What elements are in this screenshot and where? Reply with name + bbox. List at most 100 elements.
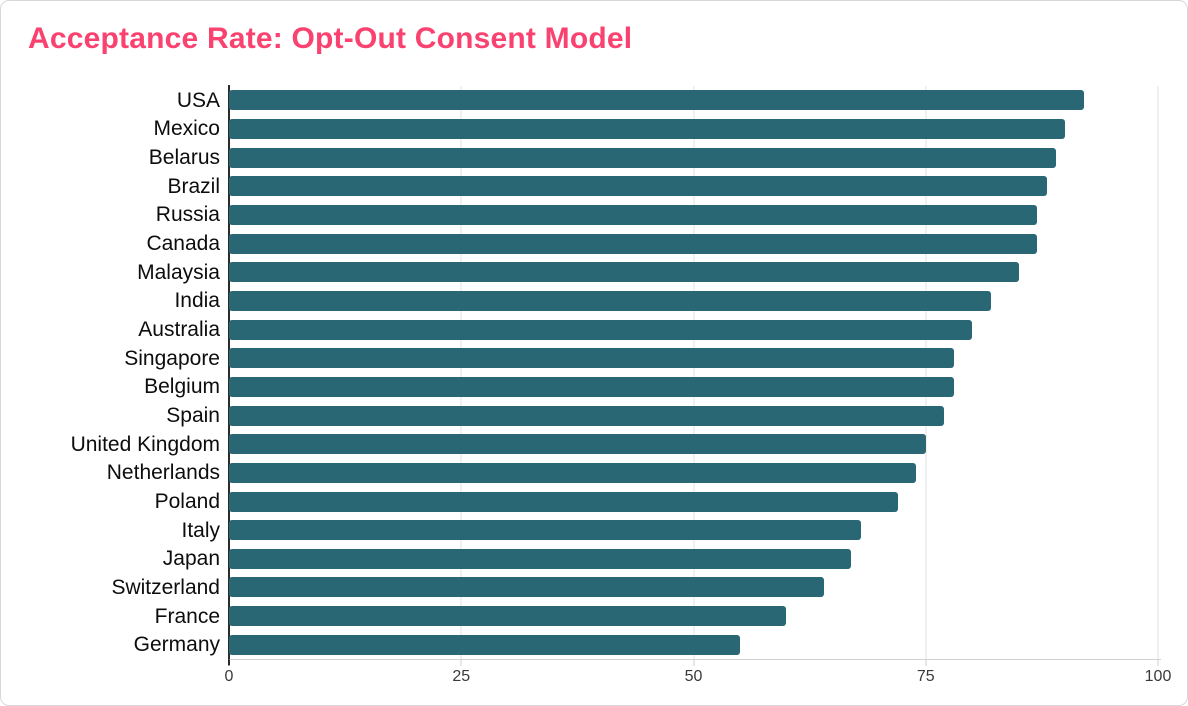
gridline: [1157, 86, 1159, 659]
bar-track: [229, 229, 1158, 258]
chart-row: Italy: [1, 516, 1158, 545]
chart-row: Australia: [1, 315, 1158, 344]
bar-track: [229, 258, 1158, 287]
category-label: Japan: [162, 547, 220, 571]
bar-track: [229, 545, 1158, 574]
category-label: USA: [176, 88, 220, 112]
bar-track: [229, 344, 1158, 373]
chart-row: Poland: [1, 487, 1158, 516]
chart-row: United Kingdom: [1, 430, 1158, 459]
bar: [229, 634, 740, 655]
bar: [229, 462, 917, 483]
bar-track: [229, 86, 1158, 115]
bar: [229, 405, 945, 426]
bar-track: [229, 287, 1158, 316]
chart-row: Singapore: [1, 344, 1158, 373]
bar-track: [229, 315, 1158, 344]
axis-tick: [460, 659, 462, 666]
bar: [229, 548, 852, 569]
category-label: Canada: [146, 232, 220, 256]
bar: [229, 290, 991, 311]
category-label: Mexico: [153, 117, 220, 141]
x-axis-line: [229, 659, 1161, 660]
gridline: [693, 86, 694, 659]
x-axis-labels: 0 25 50 75 100: [225, 668, 1172, 689]
x-tick-label: 25: [452, 668, 471, 685]
gridline: [460, 86, 462, 659]
bar: [229, 348, 954, 369]
category-label: India: [174, 289, 220, 313]
category-label: Switzerland: [111, 575, 220, 599]
bar-track: [229, 516, 1158, 545]
category-label: Belgium: [144, 375, 220, 399]
x-tick-label: 50: [684, 668, 703, 685]
chart-row: Malaysia: [1, 258, 1158, 287]
bar-track: [229, 201, 1158, 230]
bar: [229, 606, 787, 627]
bar-rows: USA Mexico Belarus Brazil Russia Canada Malays…: [1, 86, 1158, 659]
bar: [229, 577, 824, 598]
bar-track: [229, 373, 1158, 402]
plot-area: USA Mexico Belarus Brazil Russia Canada Malays…: [1, 85, 1159, 665]
category-label: United Kingdom: [70, 432, 220, 456]
chart-row: Brazil: [1, 172, 1158, 201]
category-label: Singapore: [124, 346, 220, 370]
gridline: [925, 86, 927, 659]
category-label: Russia: [155, 203, 220, 227]
chart-row: USA: [1, 86, 1158, 115]
axis-tick: [925, 659, 927, 666]
bar-track: [229, 401, 1158, 430]
bar: [229, 233, 1038, 254]
chart-row: Belarus: [1, 143, 1158, 172]
chart-row: India: [1, 287, 1158, 316]
category-label: Netherlands: [106, 461, 220, 485]
bar-track: [229, 630, 1158, 659]
category-label: Italy: [181, 518, 220, 542]
chart-row: Mexico: [1, 115, 1158, 144]
chart-row: Japan: [1, 545, 1158, 574]
category-label: Brazil: [167, 174, 220, 198]
axis-tick: [228, 659, 230, 666]
bar: [229, 520, 861, 541]
bar-track: [229, 487, 1158, 516]
axis-tick: [693, 659, 694, 666]
x-axis-ticks: [228, 659, 1159, 667]
y-axis-line: [228, 85, 230, 665]
bar: [229, 319, 973, 340]
bar-track: [229, 573, 1158, 602]
chart-row: Spain: [1, 401, 1158, 430]
chart-row: Switzerland: [1, 573, 1158, 602]
x-tick-label: 0: [224, 668, 234, 685]
bar: [229, 90, 1084, 111]
chart-row: Germany: [1, 630, 1158, 659]
bar: [229, 147, 1056, 168]
bar-track: [229, 172, 1158, 201]
category-label: Belarus: [148, 146, 220, 170]
x-tick-label: 100: [1144, 668, 1172, 685]
bar: [229, 204, 1038, 225]
bar: [229, 376, 954, 397]
x-tick-label: 75: [916, 668, 935, 685]
category-label: Spain: [166, 404, 220, 428]
category-label: Poland: [154, 490, 220, 514]
bar: [229, 434, 926, 455]
bar-track: [229, 115, 1158, 144]
category-label: France: [154, 604, 220, 628]
bar-track: [229, 143, 1158, 172]
bar: [229, 118, 1066, 139]
chart-title: Acceptance Rate: Opt-Out Consent Model: [28, 22, 633, 55]
bar: [229, 262, 1019, 283]
bar-track: [229, 430, 1158, 459]
axis-tick: [1157, 659, 1159, 666]
bar-track: [229, 459, 1158, 488]
chart-row: Belgium: [1, 373, 1158, 402]
bar: [229, 491, 898, 512]
chart-row: Netherlands: [1, 459, 1158, 488]
category-label: Australia: [138, 318, 220, 342]
chart-row: France: [1, 602, 1158, 631]
bar: [229, 176, 1047, 197]
chart-row: Canada: [1, 229, 1158, 258]
bar-track: [229, 602, 1158, 631]
gridlines: [229, 86, 1159, 659]
